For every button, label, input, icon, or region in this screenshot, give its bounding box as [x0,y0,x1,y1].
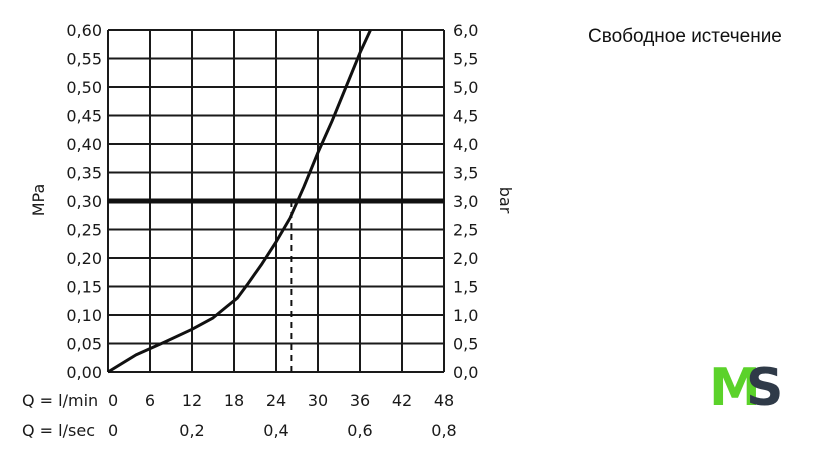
x-tick-label-lsec: 0,6 [347,421,372,440]
chart-series [107,29,444,374]
x-tick-label-lsec: 0,8 [431,421,456,440]
y-axis-right-title: bar [496,187,515,214]
y-tick-label-right: 1,0 [453,306,478,325]
y-tick-label-left: 0,25 [66,221,102,240]
y-tick-label-right: 3,5 [453,164,478,183]
y-tick-label-left: 0,60 [66,21,102,40]
logo-letter-m: M [709,362,756,410]
y-tick-label-right: 3,0 [453,192,478,211]
y-tick-label-left: 0,45 [66,107,102,126]
y-tick-label-left: 0,40 [66,135,102,154]
x-row-label-lsec: Q = l/sec [22,421,95,440]
y-tick-label-right: 1,5 [453,278,478,297]
x-tick-label-lmin: 0 [108,391,118,410]
y-tick-label-left: 0,35 [66,164,102,183]
page-heading: Свободное истечение [588,26,782,47]
y-tick-label-left: 0,15 [66,278,102,297]
y-tick-label-left: 0,50 [66,78,102,97]
x-tick-label-lmin: 18 [224,391,244,410]
x-tick-label-lsec: 0 [108,421,118,440]
x-row-label-lmin: Q = l/min [22,391,98,410]
x-tick-label-lmin: 24 [266,391,286,410]
ms-logo: M S [709,358,785,418]
x-tick-label-lsec: 0,2 [179,421,204,440]
y-tick-label-right: 5,5 [453,50,478,69]
x-tick-label-lmin: 36 [350,391,370,410]
y-tick-label-right: 4,0 [453,135,478,154]
y-tick-label-left: 0,30 [66,192,102,211]
series-line-flow-curve [107,29,372,374]
x-tick-label-lsec: 0,4 [263,421,288,440]
y-tick-label-left: 0,10 [66,306,102,325]
logo-letter-s: S [746,362,783,410]
y-tick-label-right: 2,5 [453,221,478,240]
y-tick-label-right: 0,0 [453,363,478,382]
x-tick-label-lmin: 6 [145,391,155,410]
x-tick-label-lmin: 48 [434,391,454,410]
y-axis-left-title: MPa [29,184,48,217]
y-tick-label-right: 4,5 [453,107,478,126]
y-tick-label-left: 0,05 [66,335,102,354]
y-tick-label-right: 5,0 [453,78,478,97]
y-tick-label-left: 0,55 [66,50,102,69]
y-tick-label-right: 0,5 [453,335,478,354]
y-tick-label-left: 0,20 [66,249,102,268]
x-tick-label-lmin: 12 [182,391,202,410]
y-tick-label-right: 6,0 [453,21,478,40]
x-tick-label-lmin: 30 [308,391,328,410]
y-tick-label-left: 0,00 [66,363,102,382]
x-tick-label-lmin: 42 [392,391,412,410]
chart-ticks: 0,000,050,100,150,200,250,300,350,400,45… [22,21,478,440]
y-tick-label-right: 2,0 [453,249,478,268]
